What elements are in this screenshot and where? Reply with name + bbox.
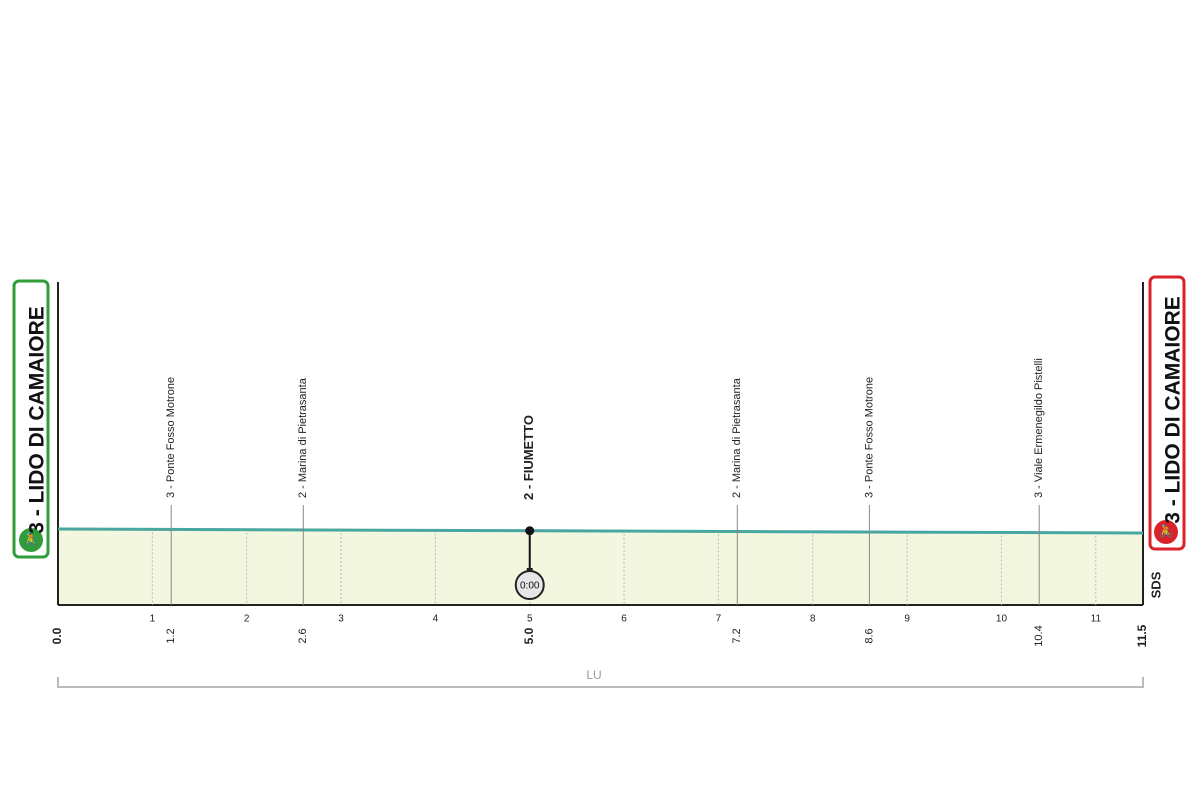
km-tick-label: 10: [996, 614, 1008, 625]
km-tick-label: 8: [810, 614, 816, 625]
intermediate-label: 2 - FIUMETTO: [521, 415, 536, 500]
start-box: [12, 279, 50, 559]
start-km: 0.0: [50, 627, 64, 644]
logo: SDS: [1148, 571, 1163, 598]
timing-label: 0:00: [520, 581, 540, 592]
finish-icon: [1154, 520, 1178, 544]
finish-box: [1148, 275, 1186, 551]
waypoint-km: 5.0: [522, 627, 536, 644]
start-icon-glyph: 🚴: [24, 532, 39, 546]
waypoint-label: 3 - Viale Ermenegildo Pistelli: [1033, 358, 1045, 498]
waypoint-km: 10.4: [1033, 625, 1045, 646]
km-tick-label: 11: [1091, 614, 1102, 625]
waypoint-label: 3 - Ponte Fosso Motrone: [863, 377, 875, 498]
waypoint-label: 2 - Marina di Pietrasanta: [731, 377, 743, 498]
waypoint-label: 2 - Marina di Pietrasanta: [297, 377, 309, 498]
profile-area: [58, 529, 1143, 605]
region-bracket: [57, 677, 1144, 688]
km-tick-label: 5: [527, 614, 533, 625]
finish-km: 11.5: [1135, 624, 1149, 647]
timing-clock-knob: [526, 568, 533, 572]
km-tick-label: 7: [716, 614, 722, 625]
km-tick-label: 9: [904, 614, 910, 625]
km-tick-label: 2: [244, 614, 250, 625]
finish-icon-glyph: 🚴: [1159, 524, 1174, 538]
waypoint-km: 7.2: [731, 628, 743, 643]
profile-line: [57, 527, 1144, 535]
km-tick-label: 3: [338, 614, 344, 625]
intermediate-dot: [525, 526, 535, 536]
region-label: LU: [586, 668, 601, 682]
km-tick-label: 1: [150, 614, 156, 625]
finish-label: 3 - LIDO DI CAMAIORE: [1162, 296, 1185, 524]
waypoint-label: 3 - Ponte Fosso Motrone: [165, 377, 177, 498]
waypoint-km: 8.6: [863, 628, 875, 643]
waypoint-km: 2.6: [297, 628, 309, 643]
start-icon: [19, 528, 43, 552]
start-label: 3 - LIDO DI CAMAIORE: [26, 306, 49, 534]
waypoint-km: 1.2: [165, 628, 177, 643]
km-tick-label: 6: [621, 614, 627, 625]
km-tick-label: 4: [433, 614, 439, 625]
